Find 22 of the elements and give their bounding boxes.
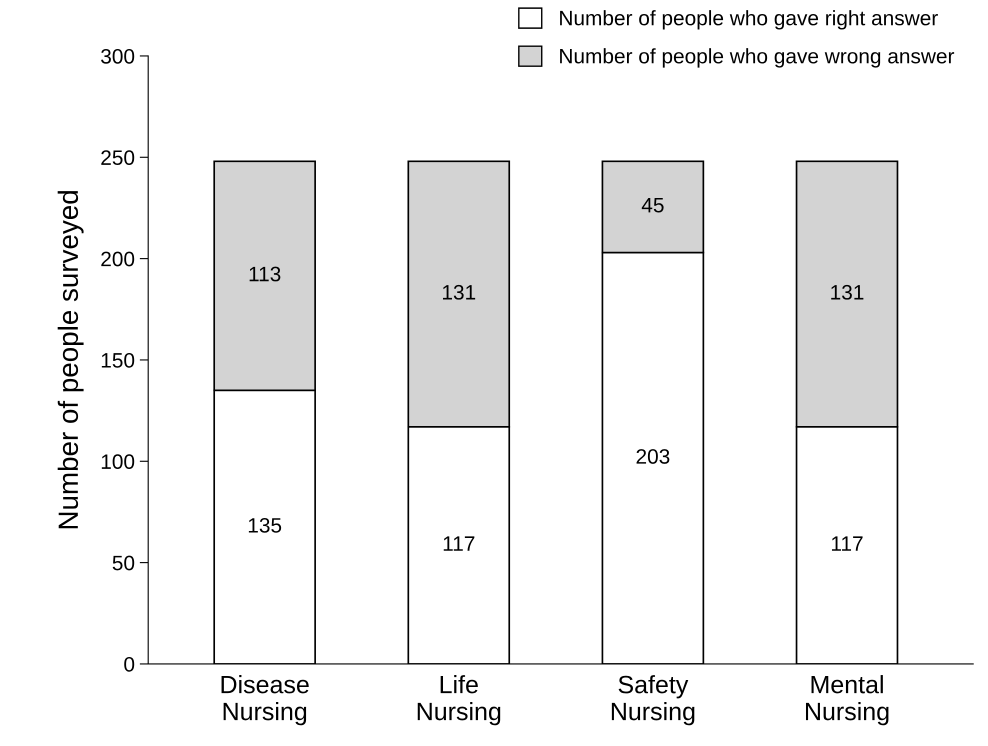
y-tick-label: 300 (101, 48, 134, 64)
x-tick-label: Life Nursing (418, 675, 500, 726)
x-tick-label: Safety Nursing (612, 675, 694, 726)
data-label: 131 (831, 284, 864, 300)
data-label: 135 (248, 518, 282, 533)
data-label: 203 (636, 449, 670, 464)
y-tick-label: 200 (101, 252, 134, 266)
y-tick-label: 100 (102, 454, 134, 470)
y-tick-label: 150 (102, 352, 134, 368)
x-tick-label: Disease Nursing (222, 675, 309, 726)
data-label: 113 (250, 266, 280, 282)
x-tick-label: Mental Nursing (806, 675, 888, 726)
data-label: 45 (642, 198, 664, 213)
y-axis-title: Number of people surveyed (58, 191, 84, 528)
y-tick-label: 50 (112, 556, 134, 570)
y-tick-label: 250 (101, 150, 134, 166)
legend-label: Number of people who gave wrong answer (560, 48, 954, 68)
y-tick-label: 0 (124, 656, 134, 672)
data-label: 131 (442, 284, 476, 300)
legend-label: Number of people who gave right answer (560, 10, 938, 30)
data-label: 117 (832, 536, 863, 551)
data-label: 117 (444, 536, 474, 551)
